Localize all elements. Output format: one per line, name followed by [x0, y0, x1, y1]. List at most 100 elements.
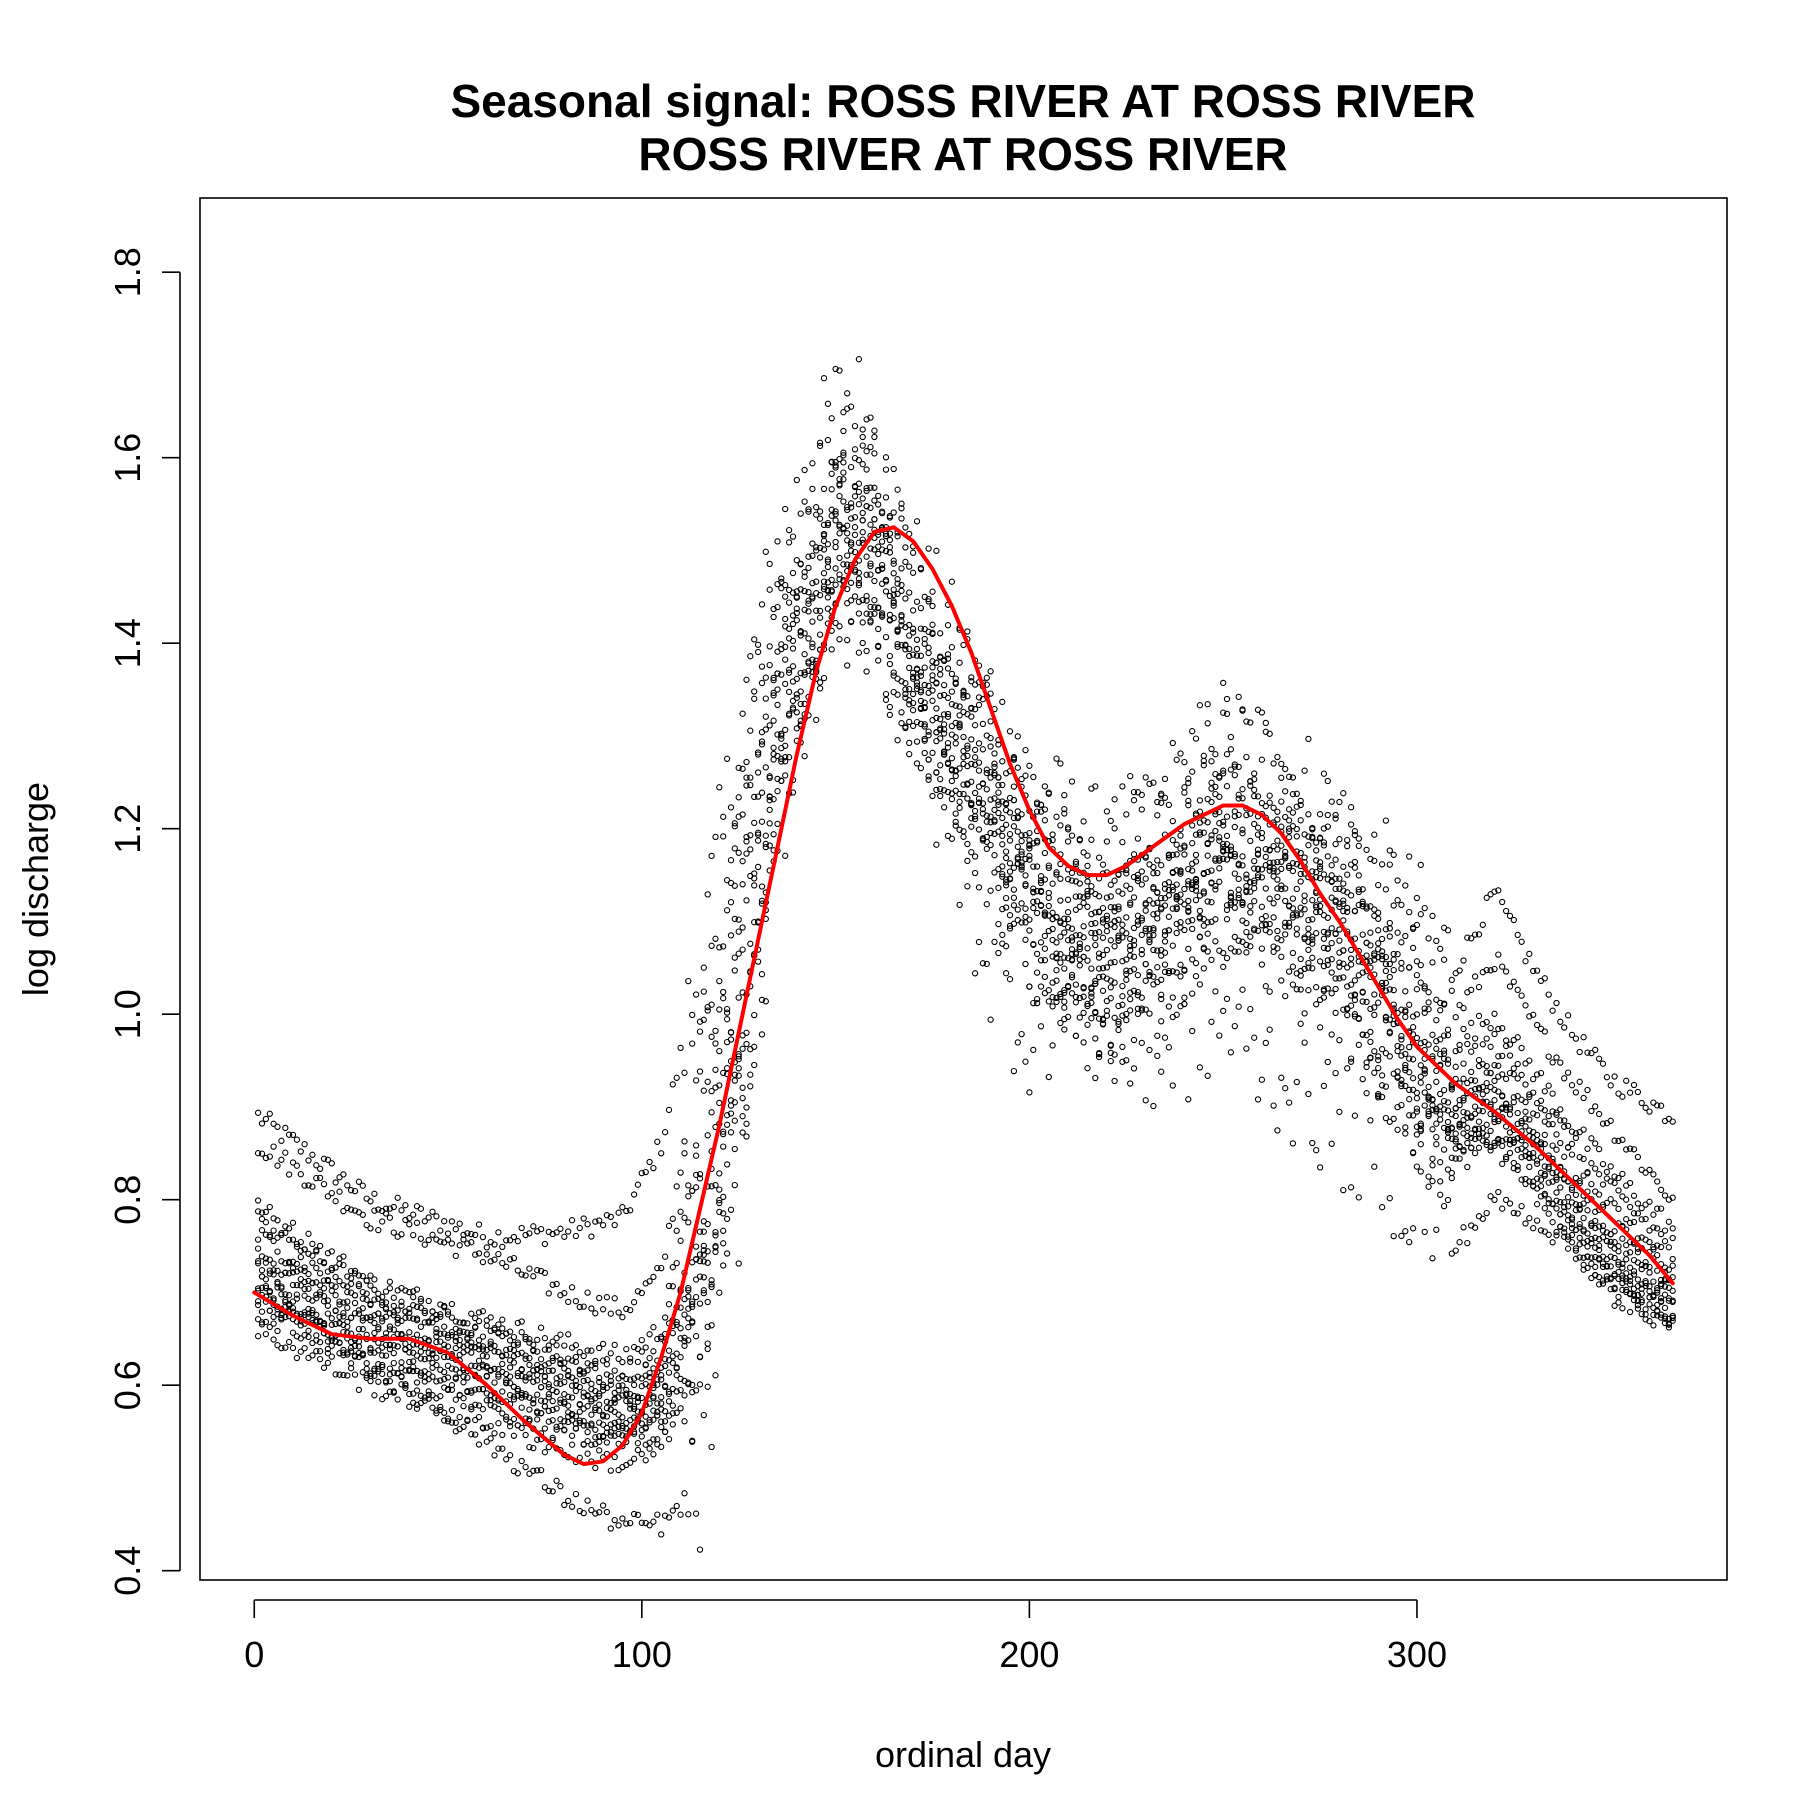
data-point	[285, 1225, 293, 1232]
data-point	[603, 1384, 611, 1392]
data-point	[289, 1131, 297, 1139]
data-point	[433, 1338, 440, 1346]
data-point	[1561, 1123, 1568, 1130]
data-point	[1406, 1001, 1413, 1008]
data-point	[774, 788, 781, 795]
data-point	[437, 1301, 444, 1308]
data-point	[1572, 1035, 1580, 1042]
data-point	[1580, 1094, 1587, 1102]
data-point	[1061, 1026, 1068, 1033]
data-point	[483, 1372, 490, 1380]
data-point	[1033, 909, 1041, 917]
data-point	[634, 1181, 642, 1188]
data-point	[1247, 933, 1254, 940]
data-point	[758, 996, 766, 1004]
data-point	[824, 541, 832, 548]
data-point	[840, 561, 847, 568]
data-point	[1347, 946, 1355, 954]
data-point	[1499, 898, 1506, 906]
data-point	[1181, 784, 1188, 791]
data-point	[1305, 811, 1312, 818]
data-point	[828, 470, 835, 477]
data-point	[685, 1284, 692, 1292]
data-point	[824, 400, 832, 407]
data-point	[658, 1423, 665, 1431]
data-point	[1557, 1199, 1564, 1206]
data-point	[863, 502, 870, 510]
data-point	[1045, 789, 1052, 796]
data-point	[840, 498, 847, 505]
data-point	[863, 668, 870, 675]
data-point	[1111, 904, 1118, 911]
data-point	[886, 652, 894, 660]
data-point	[1479, 1130, 1486, 1137]
data-point	[1491, 1118, 1498, 1126]
data-point	[1173, 756, 1180, 763]
data-point	[1068, 956, 1076, 963]
data-point	[1208, 785, 1215, 792]
data-point	[758, 883, 766, 890]
data-point	[557, 1422, 564, 1430]
data-point	[568, 1374, 576, 1381]
data-point	[1041, 876, 1049, 883]
data-point	[700, 1228, 707, 1235]
data-point	[1471, 1110, 1479, 1117]
data-point	[836, 554, 843, 562]
data-point	[661, 1408, 669, 1415]
data-point	[1530, 1110, 1537, 1117]
data-point	[1119, 1058, 1126, 1065]
data-point	[809, 663, 816, 671]
data-point	[1026, 829, 1033, 837]
data-point	[867, 560, 874, 567]
data-point	[1107, 1042, 1114, 1049]
data-point	[1661, 1283, 1669, 1290]
data-point	[1580, 1228, 1587, 1235]
data-point	[1041, 932, 1049, 940]
data-point	[991, 869, 998, 876]
data-point	[545, 1367, 552, 1375]
data-point	[1204, 701, 1211, 708]
data-point	[855, 569, 863, 576]
data-point	[816, 442, 824, 450]
data-point	[406, 1390, 413, 1398]
data-point	[278, 1344, 285, 1352]
data-point	[692, 1510, 700, 1517]
data-point	[340, 1171, 347, 1178]
data-point	[1138, 1007, 1145, 1014]
data-point	[1592, 1234, 1599, 1241]
data-point	[859, 529, 866, 536]
data-point	[735, 928, 742, 935]
data-point	[429, 1373, 436, 1380]
data-point	[890, 602, 897, 609]
data-point	[1002, 894, 1010, 902]
data-point	[1115, 916, 1122, 923]
data-point	[1285, 806, 1293, 813]
data-point	[1026, 1089, 1033, 1096]
data-point	[1634, 1249, 1642, 1256]
data-point	[1530, 1011, 1537, 1018]
data-point	[987, 734, 994, 742]
data-point	[723, 1215, 731, 1223]
data-point	[1297, 955, 1304, 963]
data-point	[863, 571, 870, 578]
data-point	[840, 469, 847, 476]
data-point	[906, 739, 913, 747]
data-point	[1661, 1238, 1669, 1245]
data-point	[1127, 901, 1134, 908]
data-point	[793, 557, 800, 564]
data-point	[1549, 1200, 1556, 1207]
data-point	[948, 644, 956, 651]
data-point	[696, 1028, 704, 1035]
data-point	[510, 1432, 518, 1439]
data-point	[832, 462, 839, 469]
data-point	[971, 754, 979, 761]
data-point	[975, 826, 983, 833]
data-point	[894, 590, 901, 598]
data-point	[1595, 1171, 1603, 1178]
data-point	[1189, 917, 1196, 924]
data-point	[661, 1253, 669, 1260]
data-point	[1390, 950, 1397, 958]
data-point	[1324, 945, 1331, 952]
data-point	[1282, 813, 1289, 821]
data-point	[1150, 900, 1157, 907]
